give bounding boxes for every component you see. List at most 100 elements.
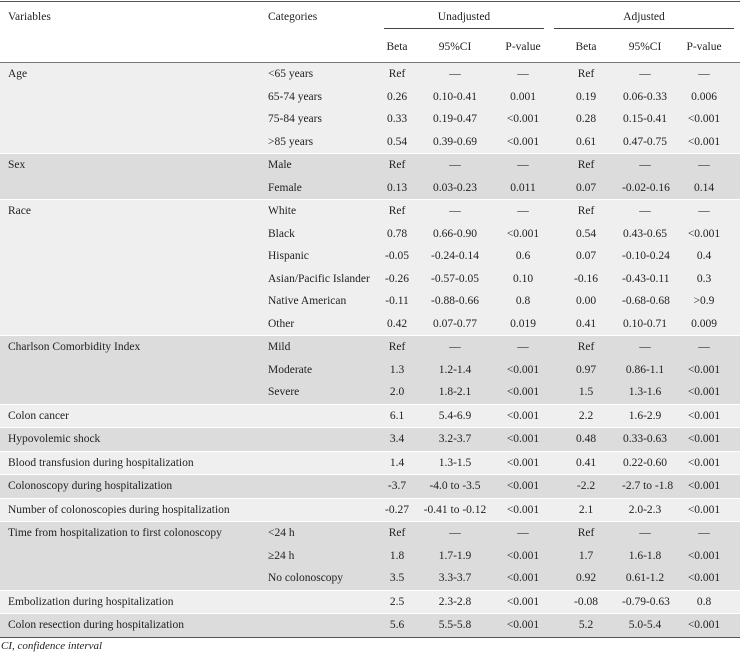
adjusted-ci-cell: 0.33-0.63 [622,427,668,451]
header-ci-adjusted: 95%CI [628,41,662,53]
variable-group: Charlson Comorbidity Index Mild Ref — — Ref — —… [0,335,740,404]
adjusted-label: Adjusted [554,5,735,29]
table-header: Variables Categories Unadjusted Adjusted… [0,2,740,63]
variable-group: Hypovolemic shock 3.4 3.2-3.7 <0.001 0.48 0.3… [0,427,740,451]
header-p-adjusted: P-value [686,41,722,53]
unadjusted-p-cell: <0.001 [496,613,550,637]
table-row: Charlson Comorbidity Index Mild Ref — — Ref — — [0,335,740,359]
variable-group: Age <65 years Ref — — Ref — —65-74 years 0.26 0.1… [0,62,740,154]
adjusted-ci-cell: 0.15-0.41 [622,108,668,131]
unadjusted-beta-cell: -3.7 [380,474,414,498]
unadjusted-beta-cell: -0.05 [380,245,414,268]
variable-cell [0,381,260,404]
category-cell [260,590,380,614]
category-cell: Other [260,312,380,336]
category-cell: Asian/Pacific Islander [260,267,380,290]
adjusted-p-cell: <0.001 [668,130,740,154]
unadjusted-ci-cell: 0.10-0.41 [414,85,496,108]
unadjusted-beta-cell: Ref [380,335,414,359]
adjusted-p-cell: 0.006 [668,85,740,108]
category-cell [260,498,380,522]
variable-group: Colon cancer 6.1 5.4-6.9 <0.001 2.2 1.6-2.9 <0… [0,404,740,428]
unadjusted-beta-cell: 2.5 [380,590,414,614]
table-row: Time from hospitalization to first colon… [0,521,740,545]
adjusted-ci-cell: 0.47-0.75 [622,130,668,154]
unadjusted-beta-cell: 0.13 [380,176,414,200]
header-p-unadjusted: P-value [505,41,541,53]
unadjusted-p-cell: — [496,335,550,359]
variable-cell: Number of colonoscopies during hospitali… [0,498,260,522]
adjusted-p-cell: 0.009 [668,312,740,336]
adjusted-ci-cell: -0.02-0.16 [622,176,670,200]
unadjusted-p-cell: <0.001 [496,222,550,245]
unadjusted-ci-cell: -4.0 to -3.5 [414,474,496,498]
unadjusted-ci-cell: — [414,335,496,359]
unadjusted-ci-cell: -0.24-0.14 [414,245,496,268]
adjusted-p-cell: <0.001 [668,108,740,131]
unadjusted-p-cell: <0.001 [496,381,550,404]
unadjusted-ci-cell: 0.19-0.47 [414,108,496,131]
category-cell [260,474,380,498]
adjusted-ci-cell: 0.86-1.1 [622,358,668,381]
adjusted-p-cell: <0.001 [668,451,740,475]
header-variables: Variables [8,11,51,23]
unadjusted-p-cell: <0.001 [496,590,550,614]
category-cell: <24 h [260,521,380,545]
variable-cell: Time from hospitalization to first colon… [0,521,260,545]
category-cell: Male [260,153,380,177]
category-cell: White [260,199,380,223]
adjusted-beta-cell: 0.54 [550,222,622,245]
variable-cell: Age [0,62,260,86]
variable-cell: Colonoscopy during hospitalization [0,474,260,498]
adjusted-p-cell: <0.001 [668,474,740,498]
table-row: Moderate 1.3 1.2-1.4 <0.001 0.97 0.86-1.1 <0.0… [0,358,740,381]
table-row: Race White Ref — — Ref — — [0,199,740,223]
unadjusted-beta-cell: 0.42 [380,312,414,336]
unadjusted-p-cell: 0.10 [496,267,550,290]
adjusted-beta-cell: 0.07 [550,245,622,268]
adjusted-beta-cell: 0.07 [550,176,622,200]
variable-cell [0,85,260,108]
variable-cell [0,358,260,381]
table-row: Blood transfusion during hospitalization… [0,451,740,475]
adjusted-p-cell: <0.001 [668,358,740,381]
unadjusted-p-cell: <0.001 [496,498,550,522]
variable-cell: Sex [0,153,260,177]
table-row: Asian/Pacific Islander -0.26 -0.57-0.05 0.1… [0,267,740,290]
unadjusted-ci-cell: 1.2-1.4 [414,358,496,381]
table-row: No colonoscopy 3.5 3.3-3.7 <0.001 0.92 0.61-1… [0,567,740,590]
table-row: Embolization during hospitalization 2.5 2.… [0,590,740,614]
table-row: Age <65 years Ref — — Ref — — [0,62,740,86]
unadjusted-p-cell: <0.001 [496,130,550,154]
adjusted-ci-cell: — [622,521,668,545]
adjusted-beta-cell: -0.08 [550,590,622,614]
variable-group: Blood transfusion during hospitalization… [0,451,740,475]
unadjusted-beta-cell: Ref [380,521,414,545]
variable-group: Embolization during hospitalization 2.5 2.… [0,590,740,614]
adjusted-beta-cell: 0.41 [550,312,622,336]
variable-group: Colonoscopy during hospitalization -3.7 -4… [0,474,740,498]
adjusted-beta-cell: -2.2 [550,474,622,498]
adjusted-beta-cell: -0.16 [550,267,622,290]
variable-group: Race White Ref — — Ref — — Black 0.78 0.66-0.90 <0.… [0,199,740,336]
adjusted-ci-cell: 1.6-1.8 [622,544,668,567]
adjusted-beta-cell: 0.41 [550,451,622,475]
adjusted-p-cell: — [668,335,740,359]
unadjusted-beta-cell: 0.26 [380,85,414,108]
unadjusted-beta-cell: -0.11 [380,290,414,313]
table-row: Number of colonoscopies during hospitali… [0,498,740,522]
variable-cell: Colon cancer [0,404,260,428]
header-ci-unadjusted: 95%CI [438,41,472,53]
category-cell: >85 years [260,130,380,154]
adjusted-beta-cell: 0.48 [550,427,622,451]
variable-cell [0,567,260,590]
variable-cell [0,544,260,567]
unadjusted-ci-cell: -0.57-0.05 [414,267,496,290]
adjusted-p-cell: <0.001 [668,381,740,404]
variable-cell [0,290,260,313]
unadjusted-ci-cell: 1.3-1.5 [414,451,496,475]
unadjusted-ci-cell: 0.66-0.90 [414,222,496,245]
unadjusted-p-cell: <0.001 [496,358,550,381]
table-row: Female 0.13 0.03-0.23 0.011 0.07 -0.02-0.16 0.… [0,176,740,200]
adjusted-ci-cell: — [622,199,668,223]
